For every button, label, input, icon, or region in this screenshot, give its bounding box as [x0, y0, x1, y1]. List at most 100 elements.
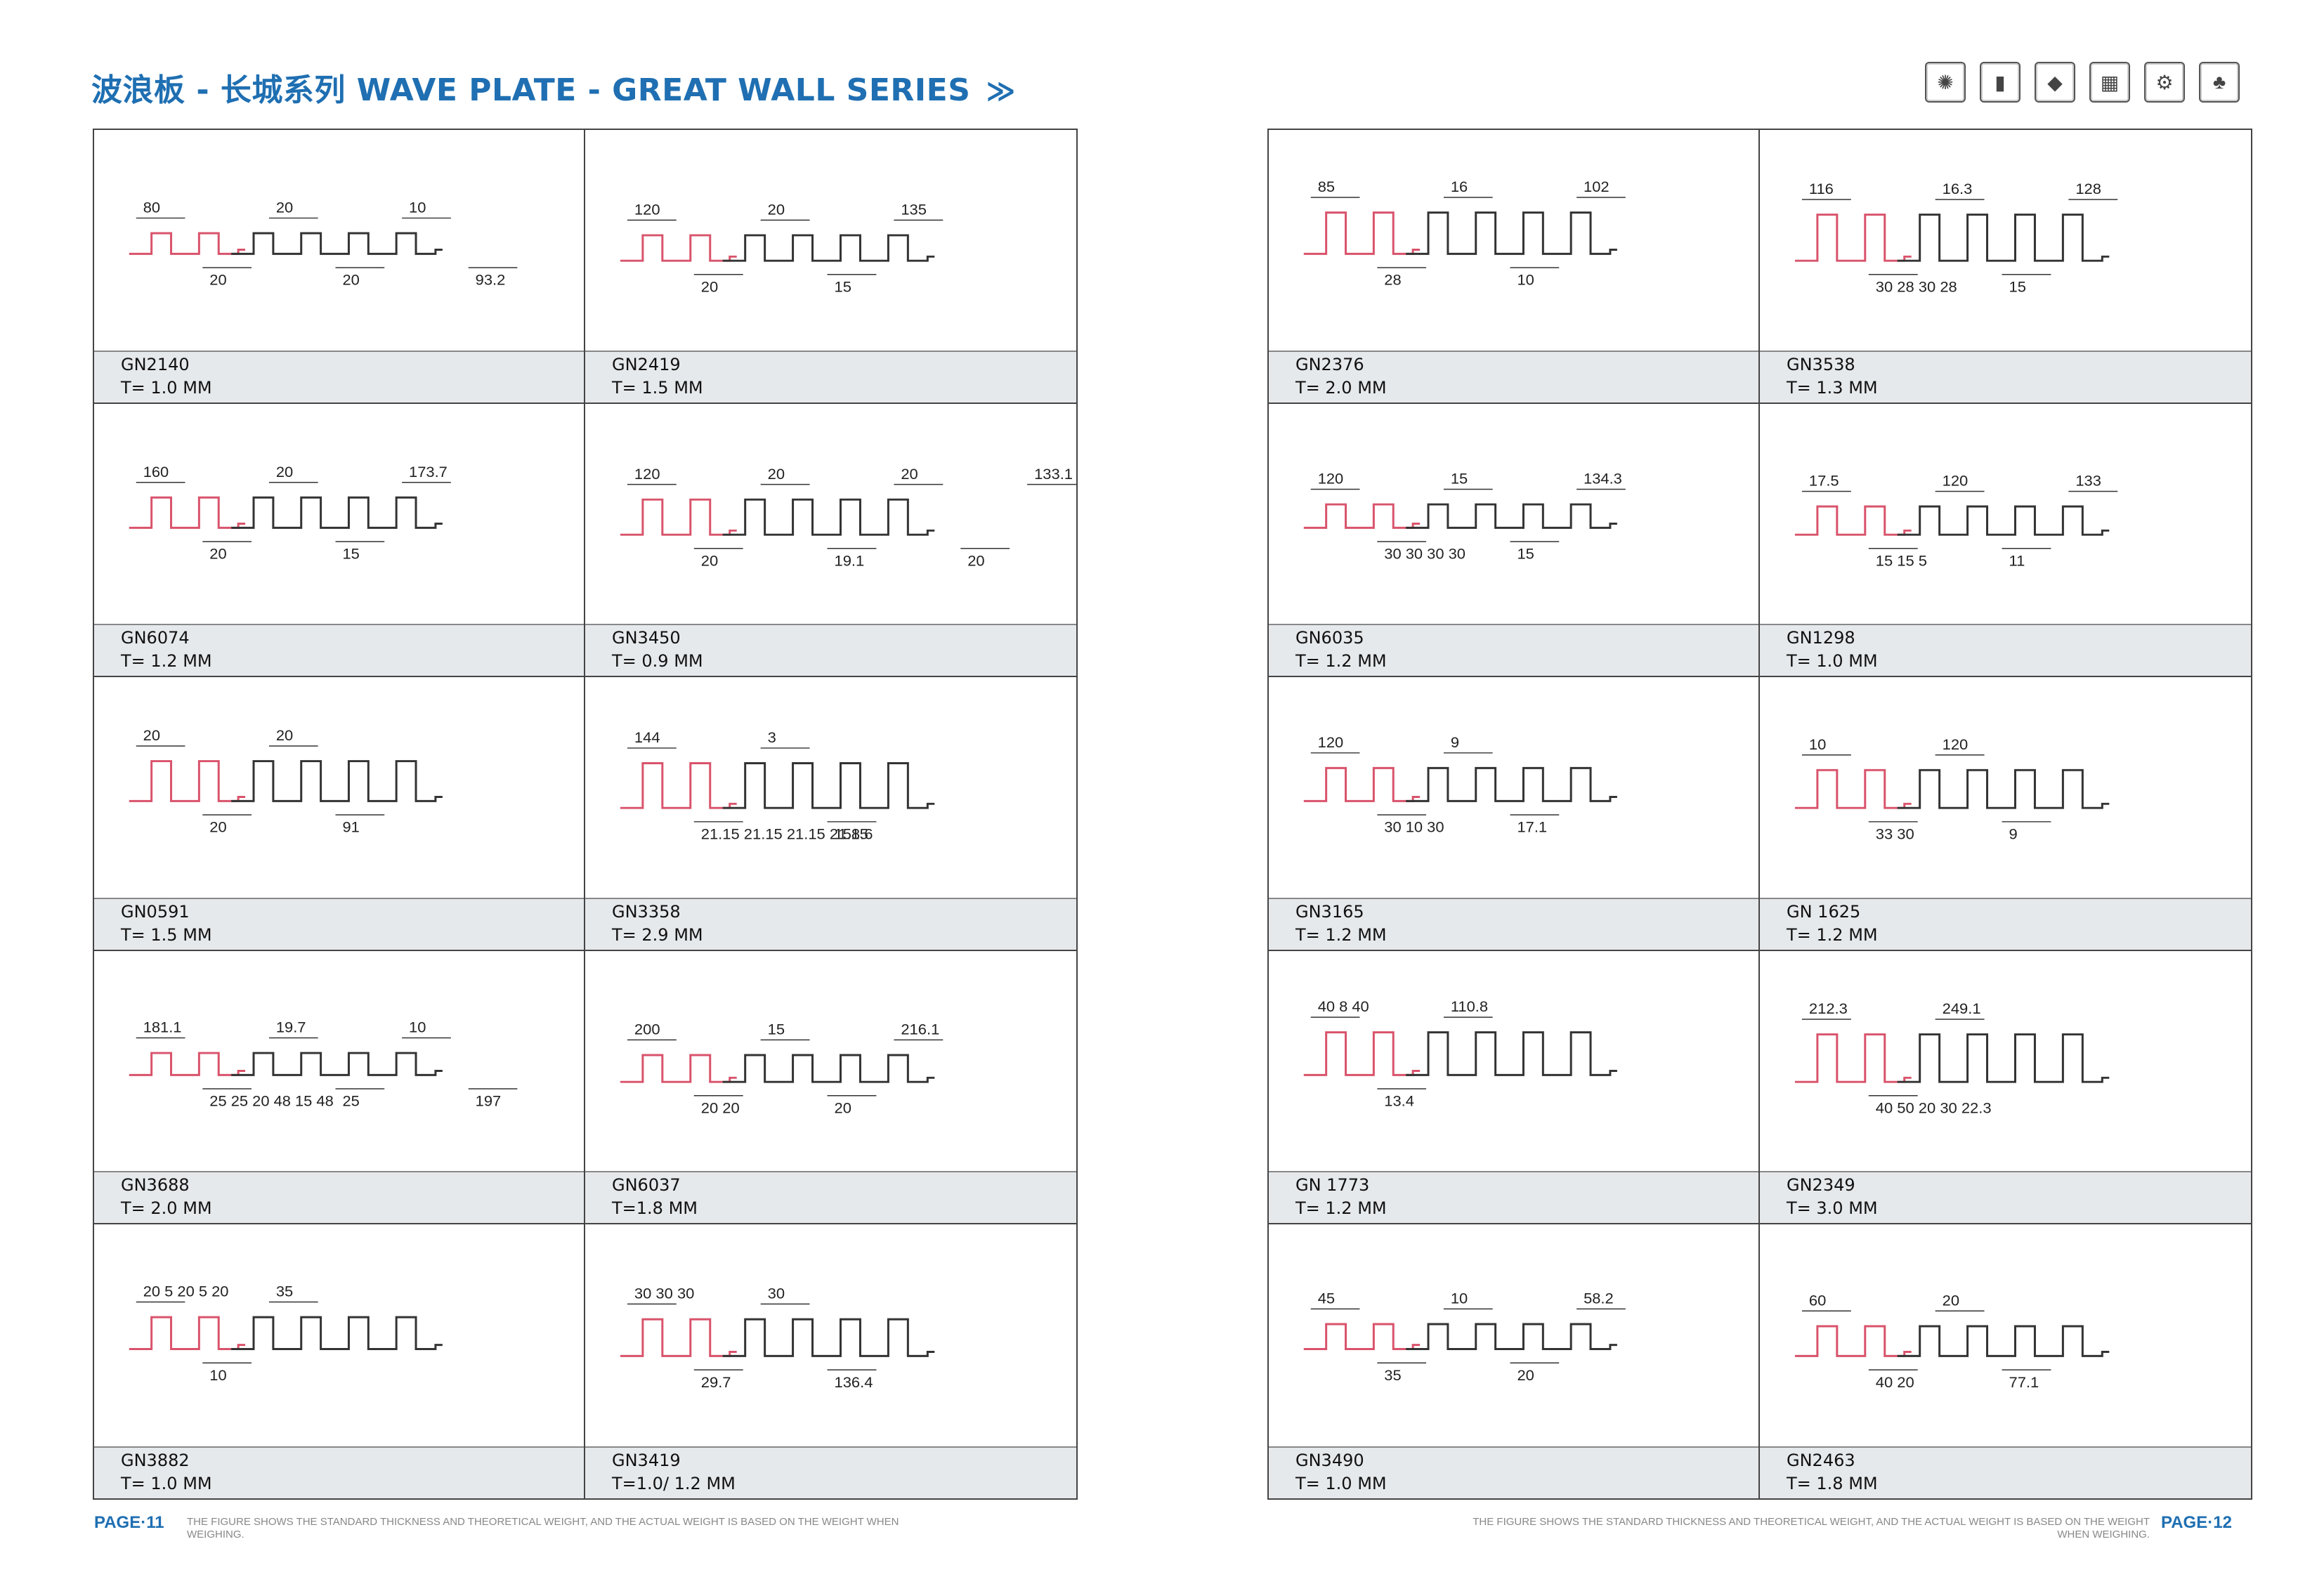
profile-thickness: T= 1.5 MM	[612, 377, 703, 398]
profile-info: GN 1773 T= 1.2 MM	[1269, 1171, 1758, 1224]
profile-outline-highlight	[1303, 1030, 1421, 1076]
profile-info: GN3688 T= 2.0 MM	[94, 1171, 584, 1224]
profile-thickness: T= 1.0 MM	[1787, 651, 1878, 672]
dimension-label: 20	[768, 201, 785, 218]
profile-outline	[722, 1054, 935, 1083]
profile-thickness: T= 1.2 MM	[121, 651, 212, 672]
profile-info: GN2376 T= 2.0 MM	[1269, 350, 1758, 403]
profile-cell: 120 20 20 19.1 20 20 133.1 GN3450 T= 0.9 MM	[585, 404, 1076, 678]
profile-thickness: T= 2.0 MM	[121, 1198, 212, 1219]
dimension-label: 120	[634, 465, 660, 483]
profile-diagram: 200 20 20 15 20 216.1	[620, 1021, 944, 1116]
profile-cell: 120 20 20 15 135 GN2419 T= 1.5 MM	[585, 130, 1076, 404]
book-icon: ◆	[2035, 62, 2075, 103]
profile-cell: 20 20 20 91 GN0591 T= 1.5 MM	[94, 677, 585, 951]
dimension-label: 19.1	[834, 551, 864, 569]
profile-outline	[231, 496, 443, 529]
profile-code: GN3358	[612, 901, 681, 922]
dimension-label: 11	[2009, 551, 2025, 569]
profile-cell: 45 35 10 20 58.2 GN3490 T= 1.0 MM	[1269, 1224, 1760, 1498]
profile-outline-highlight	[1303, 767, 1421, 803]
profile-thickness: T= 1.8 MM	[1787, 1474, 1878, 1493]
profile-drawing: 40 8 40 13.4 110.8	[1269, 951, 1758, 1172]
profile-cell: 160 20 20 15 173.7 GN6074 T= 1.2 MM	[94, 403, 585, 678]
dimension-label: 93.2	[476, 271, 506, 289]
dimension-label: 3	[768, 728, 776, 746]
pills-icon: ✺	[1925, 62, 1966, 103]
dimension-label: 120	[1943, 735, 1969, 753]
profile-outline-highlight	[1794, 505, 1912, 536]
dimension-label: 120	[634, 201, 660, 218]
dimension-label: 10	[209, 1366, 226, 1384]
page-number-right: PAGE·12	[2161, 1513, 2232, 1532]
dimension-label: 20	[276, 199, 293, 216]
profile-diagram: 212.3 40 50 20 30 22.3 249.1	[1794, 1000, 2110, 1116]
profile-info: GN2349 T= 3.0 MM	[1760, 1171, 2251, 1224]
dimension-label: 120	[1943, 471, 1969, 489]
dimension-label: 33 30	[1876, 825, 1914, 843]
profile-cell: 200 20 20 15 20 216.1 GN6037 T=1.8 MM	[585, 951, 1076, 1225]
dimension-label: 135	[901, 201, 927, 218]
dimension-label: 21.15 21.15 21.15 21.15	[701, 825, 868, 843]
profile-outline	[1897, 214, 2110, 262]
left-page-grid: 80 20 20 20 10 93.2 GN2140 T= 1.0 MM 120 20 20 15 13…	[93, 129, 1078, 1500]
profile-info: GN3450 T= 0.9 MM	[585, 624, 1076, 676]
profile-drawing: 30 30 30 29.7 30 136.4	[585, 1224, 1076, 1446]
profile-code: GN 1625	[1787, 901, 1861, 922]
profile-outline-highlight	[620, 762, 737, 809]
profile-info: GN2419 T= 1.5 MM	[585, 350, 1076, 403]
profile-drawing: 116 30 28 30 28 16.3 15 128	[1760, 130, 2251, 351]
profile-drawing: 20 5 20 5 20 10 35	[94, 1224, 584, 1446]
profile-outline	[1897, 505, 2110, 536]
profile-thickness: T= 0.9 MM	[612, 651, 703, 672]
profile-diagram: 120 20 20 19.1 20 20 133.1	[620, 465, 1076, 569]
profile-outline	[722, 1318, 935, 1358]
profile-code: GN3419	[612, 1451, 681, 1470]
profile-code: GN2419	[612, 354, 681, 374]
profile-diagram: 20 20 20 91	[129, 727, 443, 836]
profile-thickness: T=1.0/ 1.2 MM	[612, 1474, 736, 1493]
profile-outline	[722, 762, 935, 809]
dimension-label: 15	[834, 277, 851, 295]
dimension-label: 20	[967, 551, 984, 569]
profile-outline	[231, 1316, 443, 1351]
profile-diagram: 17.5 15 15 5 120 11 133	[1794, 471, 2118, 569]
profile-code: GN2463	[1787, 1451, 1855, 1470]
profile-drawing: 200 20 20 15 20 216.1	[585, 951, 1076, 1172]
dimension-label: 91	[342, 818, 359, 836]
dimension-label: 20	[834, 1099, 851, 1116]
profile-drawing: 120 30 10 30 9 17.1	[1269, 677, 1758, 898]
dimension-label: 77.1	[2009, 1373, 2039, 1391]
profile-drawing: 20 20 20 91	[94, 677, 584, 898]
dimension-label: 20	[276, 727, 293, 745]
profile-thickness: T= 1.5 MM	[121, 924, 212, 945]
dimension-label: 40 20	[1876, 1373, 1914, 1391]
profile-info: GN2140 T= 1.0 MM	[94, 350, 584, 403]
dimension-label: 200	[634, 1021, 660, 1038]
profile-info: GN6035 T= 1.2 MM	[1269, 624, 1758, 676]
profile-thickness: T=1.8 MM	[612, 1198, 698, 1219]
profile-diagram: 120 30 10 30 9 17.1	[1303, 733, 1617, 836]
dimension-label: 136.4	[834, 1373, 873, 1391]
dimension-label: 20	[143, 727, 160, 745]
profile-outline-highlight	[1794, 214, 1912, 262]
profile-info: GN3358 T= 2.9 MM	[585, 897, 1076, 950]
profile-drawing: 85 28 16 10 102	[1269, 130, 1758, 351]
profile-code: GN3490	[1295, 1451, 1364, 1470]
profile-thickness: T= 1.0 MM	[1295, 1474, 1387, 1493]
dimension-label: 15	[2009, 277, 2025, 295]
profile-outline-highlight	[620, 498, 737, 536]
profile-outline	[1406, 1323, 1617, 1351]
profile-outline	[1406, 211, 1617, 255]
page-title: 波浪板 - 长城系列 WAVE PLATE - GREAT WALL SERIE…	[91, 65, 1016, 110]
profile-drawing: 120 30 30 30 30 15 15 134.3	[1269, 404, 1758, 624]
profile-code: GN 1773	[1295, 1175, 1370, 1196]
profile-outline	[1406, 1030, 1617, 1076]
profile-cell: 30 30 30 29.7 30 136.4 GN3419 T=1.0/ 1.2 MM	[585, 1224, 1076, 1498]
dimension-label: 110.8	[1451, 997, 1488, 1015]
profile-cell: 85 28 16 10 102 GN2376 T= 2.0 MM	[1269, 130, 1760, 404]
profile-thickness: T= 1.2 MM	[1787, 924, 1878, 945]
dimension-label: 15	[342, 544, 359, 562]
dimension-label: 134.3	[1584, 469, 1622, 487]
profile-info: GN1298 T= 1.0 MM	[1760, 624, 2251, 676]
